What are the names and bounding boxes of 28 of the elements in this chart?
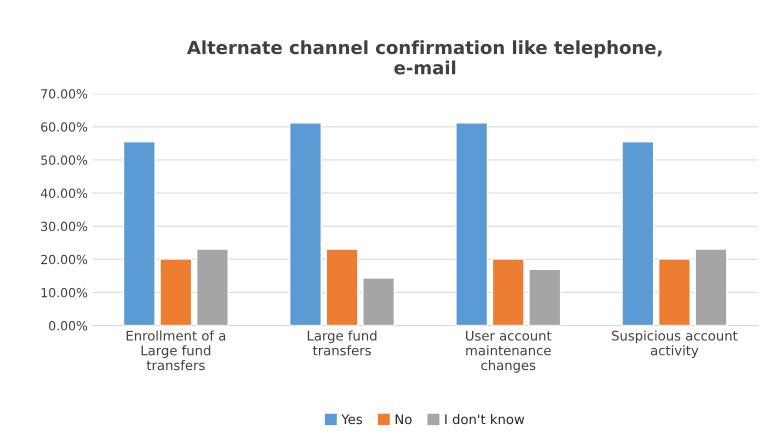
y-tick-label: 50.00% (41, 155, 88, 165)
y-tick-label: 20.00% (41, 254, 88, 264)
chart-title: Alternate channel confirmation like telephone, e-mail (186, 40, 662, 74)
bar (196, 248, 229, 326)
y-tick-label: 0.00% (49, 321, 88, 331)
bar (362, 277, 396, 326)
legend-label: No (396, 414, 412, 424)
y-tick-label: 30.00% (41, 222, 88, 232)
bar (326, 248, 359, 326)
y-tick-label: 40.00% (40, 188, 88, 198)
bar (528, 268, 562, 326)
x-tick-label: Enrollment of a Large fund transfers (126, 330, 226, 370)
legend-label: I don't know (445, 414, 524, 424)
bar (122, 141, 156, 326)
bar (289, 122, 322, 326)
bar (658, 258, 691, 326)
bar (694, 248, 728, 326)
y-tick-label: 70.00% (41, 89, 88, 99)
x-tick-label: User account maintenance changes (466, 330, 552, 373)
bar (621, 141, 654, 326)
x-tick-label: Large fund transfers (308, 330, 376, 356)
bar (492, 258, 525, 326)
bar (159, 258, 192, 326)
x-tick-label: Suspicious account activity (612, 330, 738, 358)
legend-label: Yes (341, 414, 362, 424)
bar (455, 122, 488, 326)
y-tick-label: 10.00% (42, 288, 88, 298)
y-tick-label: 60.00% (41, 122, 88, 132)
